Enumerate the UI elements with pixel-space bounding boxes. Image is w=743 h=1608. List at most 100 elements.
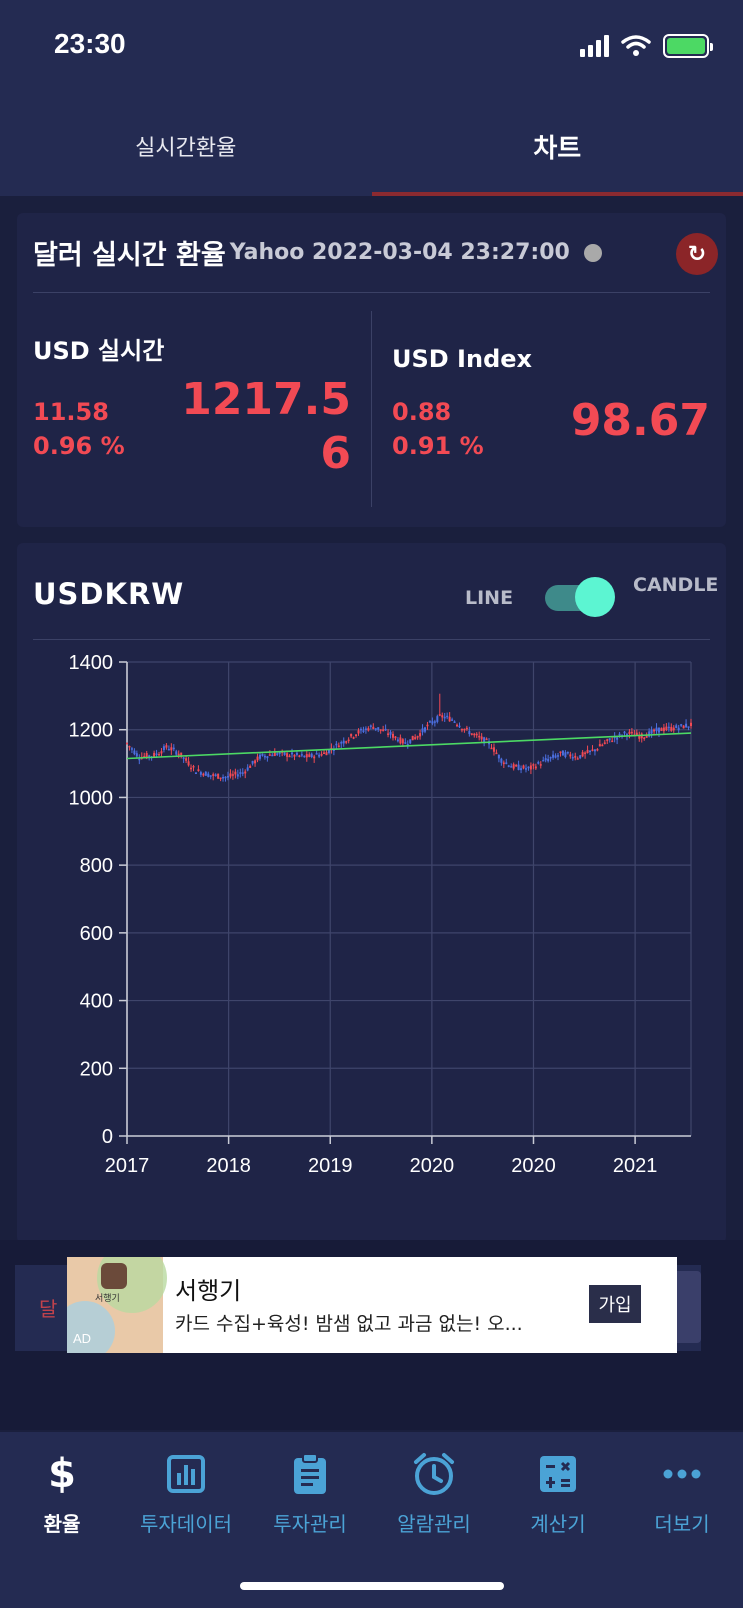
candle-body: [185, 758, 188, 761]
candle-body: [544, 758, 547, 761]
refresh-icon: ↻: [687, 241, 707, 267]
candle-body: [276, 753, 279, 755]
candle-body: [175, 751, 178, 755]
nav-item-more[interactable]: 더보기: [620, 1450, 743, 1537]
candle-body: [298, 755, 301, 757]
usd-index-value: 98.67: [570, 395, 710, 446]
nav-item-investment-management[interactable]: 투자관리: [248, 1450, 372, 1537]
x-tick-label: 2021: [613, 1155, 658, 1177]
candle-body: [690, 722, 692, 727]
candle-body: [391, 733, 394, 738]
candle-body: [337, 745, 340, 748]
candle-body: [456, 724, 459, 727]
candle-body: [190, 767, 193, 770]
candle-body: [187, 761, 190, 766]
ad-title[interactable]: 서행기: [175, 1277, 242, 1305]
nav-item-exchange-rate[interactable]: $ 환율: [0, 1450, 124, 1537]
rate-divider: [371, 311, 372, 507]
ad-badge: AD: [73, 1331, 92, 1346]
candle-body: [635, 732, 638, 736]
candle-body: [500, 758, 503, 763]
candle-body: [675, 725, 678, 728]
alarm-clock-icon: [412, 1450, 456, 1498]
usd-index-change-pct: 0.91 %: [392, 432, 484, 460]
ad-banner[interactable]: 서행기 AD 서행기 카드 수집+육성! 밤샘 없고 과금 없는! 오... 가…: [67, 1257, 677, 1353]
candle-body: [372, 726, 375, 729]
ad-join-button[interactable]: 가입: [589, 1285, 641, 1323]
candle-body: [350, 733, 353, 737]
candle-body: [483, 737, 486, 744]
candle-body: [214, 774, 217, 777]
candle-body: [537, 762, 540, 764]
candle-body: [517, 764, 520, 771]
candle-body: [495, 752, 498, 755]
candle-body: [273, 752, 276, 756]
ad-app-name: 서행기: [95, 1294, 120, 1304]
candle-body: [389, 731, 392, 735]
candle-body: [554, 755, 557, 758]
candle-body: [303, 755, 306, 758]
candle-body: [162, 746, 165, 751]
candle-body: [352, 737, 355, 739]
candle-body: [409, 739, 412, 744]
nav-item-investment-data[interactable]: 투자데이터: [124, 1450, 248, 1537]
chart-type-toggle[interactable]: [545, 577, 615, 617]
ad-description[interactable]: 카드 수집+육성! 밤샘 없고 과금 없는! 오...: [175, 1313, 523, 1335]
candle-body: [552, 754, 555, 758]
candle-body: [192, 766, 195, 768]
candle-body: [608, 738, 611, 740]
candle-body: [172, 747, 175, 750]
candle-body: [217, 773, 220, 779]
toggle-knob[interactable]: [575, 577, 615, 617]
candle-body: [342, 740, 345, 744]
candle-body: [677, 727, 680, 731]
candle-body: [465, 727, 468, 730]
candle-body: [246, 767, 249, 771]
candle-body: [657, 727, 660, 733]
x-tick-label: 2017: [105, 1155, 150, 1177]
tab-realtime-rate[interactable]: 실시간환율: [135, 136, 237, 161]
refresh-button[interactable]: ↻: [676, 233, 718, 275]
tab-chart[interactable]: 차트: [371, 96, 743, 196]
nav-label-investment-data: 투자데이터: [140, 1512, 232, 1536]
nav-item-alarm-management[interactable]: 알람관리: [372, 1450, 496, 1537]
candle-body: [197, 769, 200, 772]
candle-body: [133, 750, 136, 755]
usd-realtime-value-line2: 6: [320, 428, 351, 479]
ad-thumbnail[interactable]: 서행기 AD: [67, 1257, 167, 1353]
candle-body: [431, 721, 434, 724]
candle-body: [655, 727, 658, 732]
candle-body: [271, 754, 274, 757]
candle-body: [327, 749, 330, 753]
candle-body: [586, 749, 589, 754]
candle-body: [569, 754, 572, 757]
cellular-signal-icon: [580, 35, 609, 57]
candle-body: [613, 736, 616, 739]
usd-realtime-section: USD 실시간 11.58 0.96 % 1217.5 6: [17, 293, 371, 525]
candle-body: [507, 765, 510, 767]
candle-body: [325, 752, 328, 756]
candle-body: [591, 749, 594, 751]
x-tick-label: 2019: [308, 1155, 353, 1177]
candle-body: [177, 753, 180, 756]
ad-app-icon: [101, 1263, 127, 1289]
nav-item-calculator[interactable]: 계산기: [496, 1450, 620, 1537]
candle-body: [662, 727, 665, 732]
usdkrw-candlestick-chart[interactable]: 0 200 400 600 800 1000 1200 1400 2017 2018 2019 202…: [17, 640, 726, 1240]
candle-body: [158, 754, 161, 756]
candle-body: [160, 751, 163, 754]
candle-body: [313, 756, 316, 759]
candle-body: [606, 739, 609, 741]
candle-body: [411, 735, 414, 741]
status-time: 23:30: [54, 28, 126, 59]
candle-body: [367, 728, 370, 731]
candle-body: [293, 754, 296, 757]
usd-index-section: USD Index 0.88 0.91 % 98.67: [372, 293, 726, 525]
candle-body: [579, 755, 582, 759]
status-bar: 23:30: [0, 0, 743, 96]
candle-body: [670, 726, 673, 731]
candle-body: [261, 753, 264, 756]
candle-body: [138, 758, 141, 761]
candle-body: [448, 716, 451, 722]
candle-body: [581, 752, 584, 757]
